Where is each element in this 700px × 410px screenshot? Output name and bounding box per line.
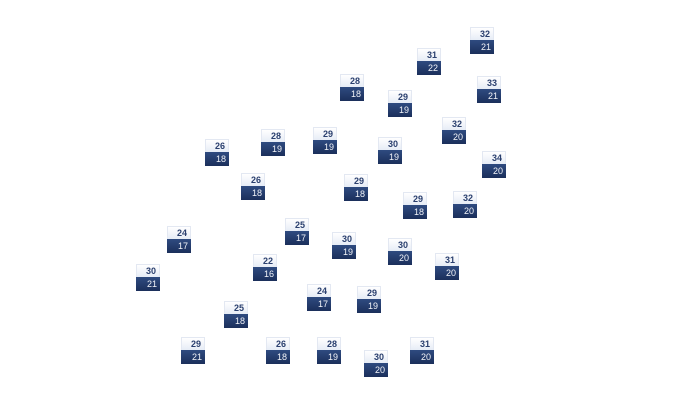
high-temp: 24	[167, 226, 191, 239]
temperature-marker[interactable]: 26 18	[241, 173, 265, 201]
high-temp: 31	[417, 48, 441, 61]
temperature-marker[interactable]: 32 21	[470, 27, 494, 55]
low-temp: 19	[317, 350, 341, 364]
high-temp: 32	[453, 191, 477, 204]
temperature-marker[interactable]: 22 16	[253, 254, 277, 282]
low-temp: 17	[167, 239, 191, 253]
high-temp: 30	[332, 232, 356, 245]
high-temp: 30	[388, 238, 412, 251]
low-temp: 21	[181, 350, 205, 364]
low-temp: 18	[224, 314, 248, 328]
high-temp: 32	[442, 117, 466, 130]
low-temp: 18	[241, 186, 265, 200]
low-temp: 16	[253, 267, 277, 281]
temperature-marker[interactable]: 33 21	[477, 76, 501, 104]
low-temp: 17	[307, 297, 331, 311]
high-temp: 29	[313, 127, 337, 140]
low-temp: 19	[357, 299, 381, 313]
low-temp: 22	[417, 61, 441, 75]
low-temp: 20	[410, 350, 434, 364]
low-temp: 21	[136, 277, 160, 291]
temperature-marker[interactable]: 24 17	[307, 284, 331, 312]
low-temp: 19	[332, 245, 356, 259]
high-temp: 24	[307, 284, 331, 297]
temperature-marker[interactable]: 26 18	[266, 337, 290, 365]
low-temp: 20	[482, 164, 506, 178]
temperature-marker[interactable]: 25 17	[285, 218, 309, 246]
high-temp: 26	[266, 337, 290, 350]
low-temp: 21	[470, 40, 494, 54]
temperature-marker[interactable]: 30 20	[388, 238, 412, 266]
low-temp: 18	[340, 87, 364, 101]
high-temp: 25	[285, 218, 309, 231]
temperature-marker[interactable]: 28 18	[340, 74, 364, 102]
low-temp: 19	[388, 103, 412, 117]
temperature-marker[interactable]: 29 18	[403, 192, 427, 220]
low-temp: 20	[453, 204, 477, 218]
temperature-marker[interactable]: 30 19	[378, 137, 402, 165]
low-temp: 19	[378, 150, 402, 164]
high-temp: 31	[410, 337, 434, 350]
high-temp: 31	[435, 253, 459, 266]
temperature-marker[interactable]: 30 21	[136, 264, 160, 292]
low-temp: 21	[477, 89, 501, 103]
high-temp: 28	[317, 337, 341, 350]
high-temp: 28	[340, 74, 364, 87]
high-temp: 28	[261, 129, 285, 142]
high-temp: 33	[477, 76, 501, 89]
high-temp: 26	[241, 173, 265, 186]
temperature-marker[interactable]: 24 17	[167, 226, 191, 254]
temperature-marker[interactable]: 32 20	[453, 191, 477, 219]
temperature-marker[interactable]: 29 18	[344, 174, 368, 202]
low-temp: 17	[285, 231, 309, 245]
temperature-marker[interactable]: 28 19	[261, 129, 285, 157]
low-temp: 18	[403, 205, 427, 219]
low-temp: 20	[364, 363, 388, 377]
high-temp: 30	[136, 264, 160, 277]
high-temp: 34	[482, 151, 506, 164]
temperature-marker[interactable]: 31 20	[410, 337, 434, 365]
high-temp: 32	[470, 27, 494, 40]
low-temp: 20	[442, 130, 466, 144]
temperature-marker[interactable]: 28 19	[317, 337, 341, 365]
low-temp: 19	[261, 142, 285, 156]
high-temp: 29	[403, 192, 427, 205]
temperature-marker[interactable]: 30 20	[364, 350, 388, 378]
high-temp: 26	[205, 139, 229, 152]
temperature-marker[interactable]: 29 19	[313, 127, 337, 155]
temperature-marker[interactable]: 29 19	[357, 286, 381, 314]
temperature-marker[interactable]: 29 19	[388, 90, 412, 118]
high-temp: 30	[364, 350, 388, 363]
temperature-marker[interactable]: 32 20	[442, 117, 466, 145]
temperature-marker[interactable]: 26 18	[205, 139, 229, 167]
low-temp: 18	[344, 187, 368, 201]
temperature-marker[interactable]: 30 19	[332, 232, 356, 260]
low-temp: 18	[205, 152, 229, 166]
high-temp: 29	[357, 286, 381, 299]
low-temp: 20	[388, 251, 412, 265]
temperature-marker[interactable]: 31 22	[417, 48, 441, 76]
temperature-marker[interactable]: 31 20	[435, 253, 459, 281]
high-temp: 29	[344, 174, 368, 187]
high-temp: 29	[388, 90, 412, 103]
low-temp: 18	[266, 350, 290, 364]
low-temp: 20	[435, 266, 459, 280]
high-temp: 25	[224, 301, 248, 314]
high-temp: 30	[378, 137, 402, 150]
temperature-marker[interactable]: 34 20	[482, 151, 506, 179]
high-temp: 29	[181, 337, 205, 350]
temperature-marker[interactable]: 25 18	[224, 301, 248, 329]
high-temp: 22	[253, 254, 277, 267]
low-temp: 19	[313, 140, 337, 154]
temperature-marker[interactable]: 29 21	[181, 337, 205, 365]
